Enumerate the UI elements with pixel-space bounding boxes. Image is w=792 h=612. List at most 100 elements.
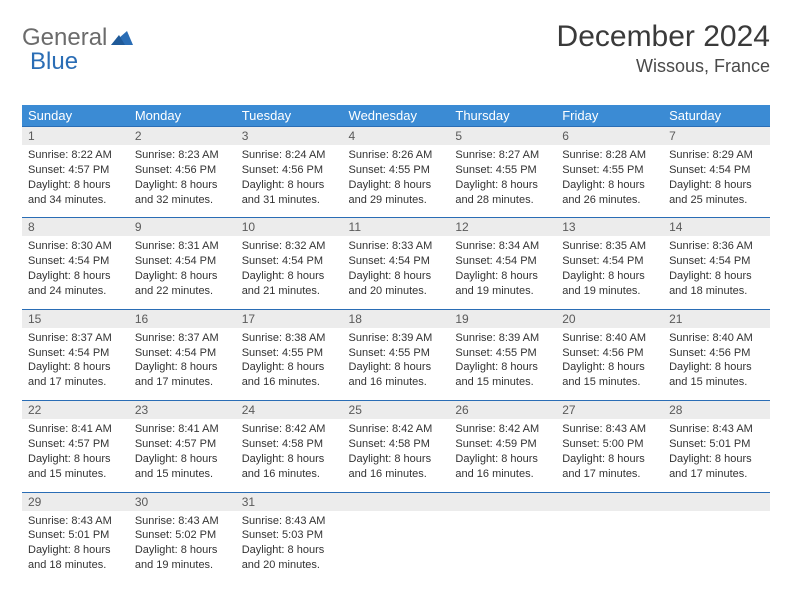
calendar-cell: 15Sunrise: 8:37 AMSunset: 4:54 PMDayligh… [22,309,129,400]
daylight-line1: Daylight: 8 hours [242,269,337,284]
day-number: 6 [556,127,663,145]
sunrise-text: Sunrise: 8:31 AM [135,239,230,254]
calendar-cell: 29Sunrise: 8:43 AMSunset: 5:01 PMDayligh… [22,492,129,583]
sunrise-text: Sunrise: 8:37 AM [135,331,230,346]
day-number: 1 [22,127,129,145]
sunset-text: Sunset: 4:54 PM [349,254,444,269]
sunrise-text: Sunrise: 8:43 AM [242,514,337,529]
header: General December 2024 Wissous, France [22,20,770,77]
calendar-cell: 27Sunrise: 8:43 AMSunset: 5:00 PMDayligh… [556,401,663,492]
daylight-line2: and 18 minutes. [28,558,123,573]
day-number: 16 [129,310,236,328]
sunrise-text: Sunrise: 8:42 AM [349,422,444,437]
day-number: 10 [236,218,343,236]
sunset-text: Sunset: 4:59 PM [455,437,550,452]
calendar-cell: 11Sunrise: 8:33 AMSunset: 4:54 PMDayligh… [343,218,450,309]
daylight-line1: Daylight: 8 hours [242,178,337,193]
sunset-text: Sunset: 5:03 PM [242,528,337,543]
day-number: 31 [236,493,343,511]
daylight-line1: Daylight: 8 hours [669,452,764,467]
calendar-row: 1Sunrise: 8:22 AMSunset: 4:57 PMDaylight… [22,127,770,218]
day-details: Sunrise: 8:43 AMSunset: 5:00 PMDaylight:… [556,419,663,491]
day-details-empty [343,511,450,567]
calendar-cell: 5Sunrise: 8:27 AMSunset: 4:55 PMDaylight… [449,127,556,218]
title-block: December 2024 Wissous, France [557,20,770,77]
sunset-text: Sunset: 4:54 PM [455,254,550,269]
daylight-line1: Daylight: 8 hours [28,452,123,467]
sunrise-text: Sunrise: 8:43 AM [669,422,764,437]
day-details: Sunrise: 8:41 AMSunset: 4:57 PMDaylight:… [129,419,236,491]
day-details: Sunrise: 8:23 AMSunset: 4:56 PMDaylight:… [129,145,236,217]
daylight-line2: and 21 minutes. [242,284,337,299]
calendar-cell: 16Sunrise: 8:37 AMSunset: 4:54 PMDayligh… [129,309,236,400]
day-details: Sunrise: 8:35 AMSunset: 4:54 PMDaylight:… [556,236,663,308]
day-details: Sunrise: 8:43 AMSunset: 5:03 PMDaylight:… [236,511,343,583]
daylight-line2: and 24 minutes. [28,284,123,299]
sunrise-text: Sunrise: 8:40 AM [562,331,657,346]
daylight-line2: and 20 minutes. [242,558,337,573]
month-title: December 2024 [557,20,770,54]
sunrise-text: Sunrise: 8:38 AM [242,331,337,346]
sunset-text: Sunset: 4:54 PM [28,346,123,361]
sunset-text: Sunset: 5:01 PM [669,437,764,452]
calendar-cell: 7Sunrise: 8:29 AMSunset: 4:54 PMDaylight… [663,127,770,218]
day-number-empty [663,493,770,511]
logo-triangle-icon [111,27,133,50]
daylight-line1: Daylight: 8 hours [349,178,444,193]
sunrise-text: Sunrise: 8:41 AM [135,422,230,437]
weekday-friday: Friday [556,105,663,127]
sunset-text: Sunset: 4:54 PM [669,254,764,269]
weekday-monday: Monday [129,105,236,127]
day-details: Sunrise: 8:42 AMSunset: 4:58 PMDaylight:… [343,419,450,491]
sunrise-text: Sunrise: 8:42 AM [455,422,550,437]
daylight-line1: Daylight: 8 hours [135,452,230,467]
day-details: Sunrise: 8:39 AMSunset: 4:55 PMDaylight:… [449,328,556,400]
calendar-cell: 20Sunrise: 8:40 AMSunset: 4:56 PMDayligh… [556,309,663,400]
day-details: Sunrise: 8:32 AMSunset: 4:54 PMDaylight:… [236,236,343,308]
calendar-cell: 30Sunrise: 8:43 AMSunset: 5:02 PMDayligh… [129,492,236,583]
day-number: 4 [343,127,450,145]
daylight-line1: Daylight: 8 hours [135,360,230,375]
sunset-text: Sunset: 4:58 PM [242,437,337,452]
day-number: 27 [556,401,663,419]
day-number: 29 [22,493,129,511]
day-details: Sunrise: 8:31 AMSunset: 4:54 PMDaylight:… [129,236,236,308]
day-number: 11 [343,218,450,236]
calendar-cell [343,492,450,583]
calendar-cell: 22Sunrise: 8:41 AMSunset: 4:57 PMDayligh… [22,401,129,492]
daylight-line2: and 15 minutes. [135,467,230,482]
day-details: Sunrise: 8:24 AMSunset: 4:56 PMDaylight:… [236,145,343,217]
day-details: Sunrise: 8:39 AMSunset: 4:55 PMDaylight:… [343,328,450,400]
calendar-cell: 17Sunrise: 8:38 AMSunset: 4:55 PMDayligh… [236,309,343,400]
daylight-line1: Daylight: 8 hours [349,360,444,375]
calendar-cell: 23Sunrise: 8:41 AMSunset: 4:57 PMDayligh… [129,401,236,492]
day-number: 13 [556,218,663,236]
daylight-line2: and 29 minutes. [349,193,444,208]
weekday-tuesday: Tuesday [236,105,343,127]
calendar-cell: 6Sunrise: 8:28 AMSunset: 4:55 PMDaylight… [556,127,663,218]
daylight-line1: Daylight: 8 hours [242,543,337,558]
sunset-text: Sunset: 4:55 PM [562,163,657,178]
weekday-header-row: Sunday Monday Tuesday Wednesday Thursday… [22,105,770,127]
daylight-line2: and 16 minutes. [349,467,444,482]
daylight-line1: Daylight: 8 hours [669,360,764,375]
sunrise-text: Sunrise: 8:34 AM [455,239,550,254]
sunset-text: Sunset: 4:57 PM [135,437,230,452]
sunrise-text: Sunrise: 8:40 AM [669,331,764,346]
day-number: 25 [343,401,450,419]
day-number: 24 [236,401,343,419]
daylight-line2: and 22 minutes. [135,284,230,299]
day-number: 3 [236,127,343,145]
sunset-text: Sunset: 4:54 PM [28,254,123,269]
weekday-wednesday: Wednesday [343,105,450,127]
sunset-text: Sunset: 4:55 PM [455,163,550,178]
calendar-table: Sunday Monday Tuesday Wednesday Thursday… [22,105,770,583]
sunrise-text: Sunrise: 8:39 AM [349,331,444,346]
sunset-text: Sunset: 4:57 PM [28,163,123,178]
day-details: Sunrise: 8:43 AMSunset: 5:01 PMDaylight:… [22,511,129,583]
calendar-body: 1Sunrise: 8:22 AMSunset: 4:57 PMDaylight… [22,127,770,583]
sunset-text: Sunset: 4:55 PM [349,346,444,361]
daylight-line2: and 19 minutes. [135,558,230,573]
calendar-row: 15Sunrise: 8:37 AMSunset: 4:54 PMDayligh… [22,309,770,400]
sunrise-text: Sunrise: 8:36 AM [669,239,764,254]
